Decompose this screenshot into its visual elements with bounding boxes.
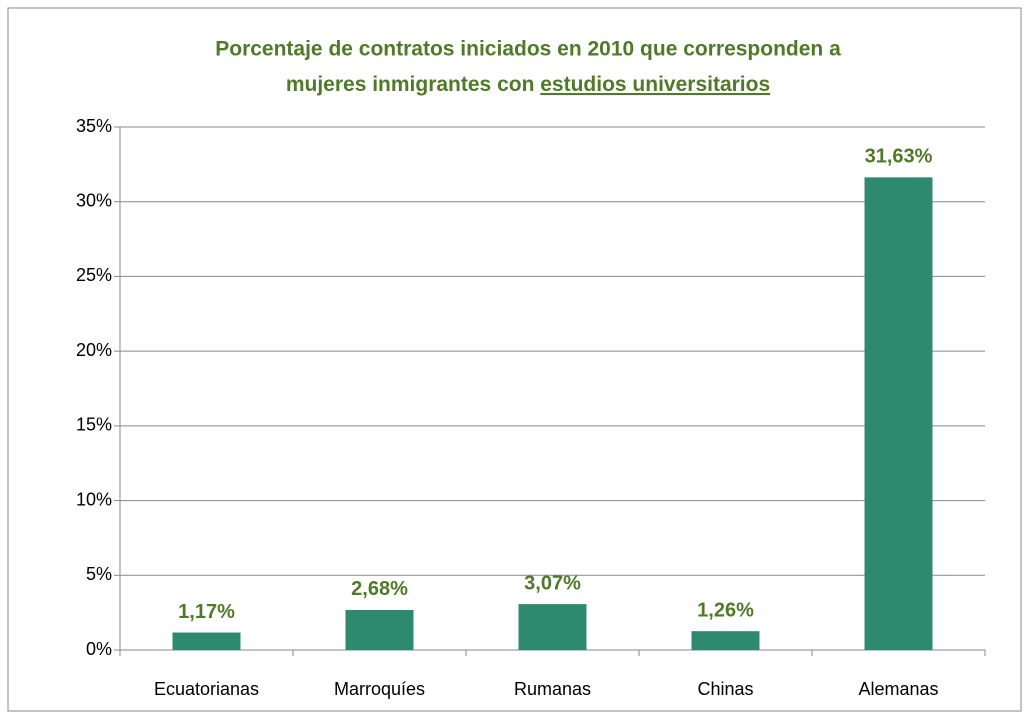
data-label: 1,17% [178, 601, 235, 623]
y-tick-label: 5% [86, 564, 112, 584]
data-label: 2,68% [351, 578, 408, 600]
y-tick-label: 20% [76, 340, 112, 360]
x-tick-label: Ecuatorianas [154, 679, 259, 699]
y-tick-label: 30% [76, 190, 112, 210]
y-tick-label: 35% [76, 116, 112, 136]
chart-title: mujeres inmigrantes con estudios univers… [286, 73, 770, 96]
y-tick-label: 0% [86, 639, 112, 659]
y-tick-label: 10% [76, 489, 112, 509]
data-label: 31,63% [865, 146, 933, 168]
x-tick-label: Marroquíes [334, 679, 425, 699]
y-tick-label: 25% [76, 265, 112, 285]
chart-title: Porcentaje de contratos iniciados en 201… [215, 38, 841, 61]
chart-title-underlined: estudios universitarios [540, 73, 770, 96]
chart-title-part: mujeres inmigrantes con [286, 73, 535, 96]
x-tick-label: Alemanas [858, 679, 938, 699]
data-label: 1,26% [697, 599, 754, 621]
x-tick-label: Chinas [697, 679, 753, 699]
x-tick-label: Rumanas [514, 679, 591, 699]
data-label: 3,07% [524, 572, 581, 594]
y-tick-label: 15% [76, 415, 112, 435]
bar [691, 631, 760, 650]
chart-border [7, 7, 1022, 712]
bar [518, 604, 587, 650]
bar [864, 177, 933, 650]
bar [345, 609, 414, 650]
bar [172, 632, 241, 650]
